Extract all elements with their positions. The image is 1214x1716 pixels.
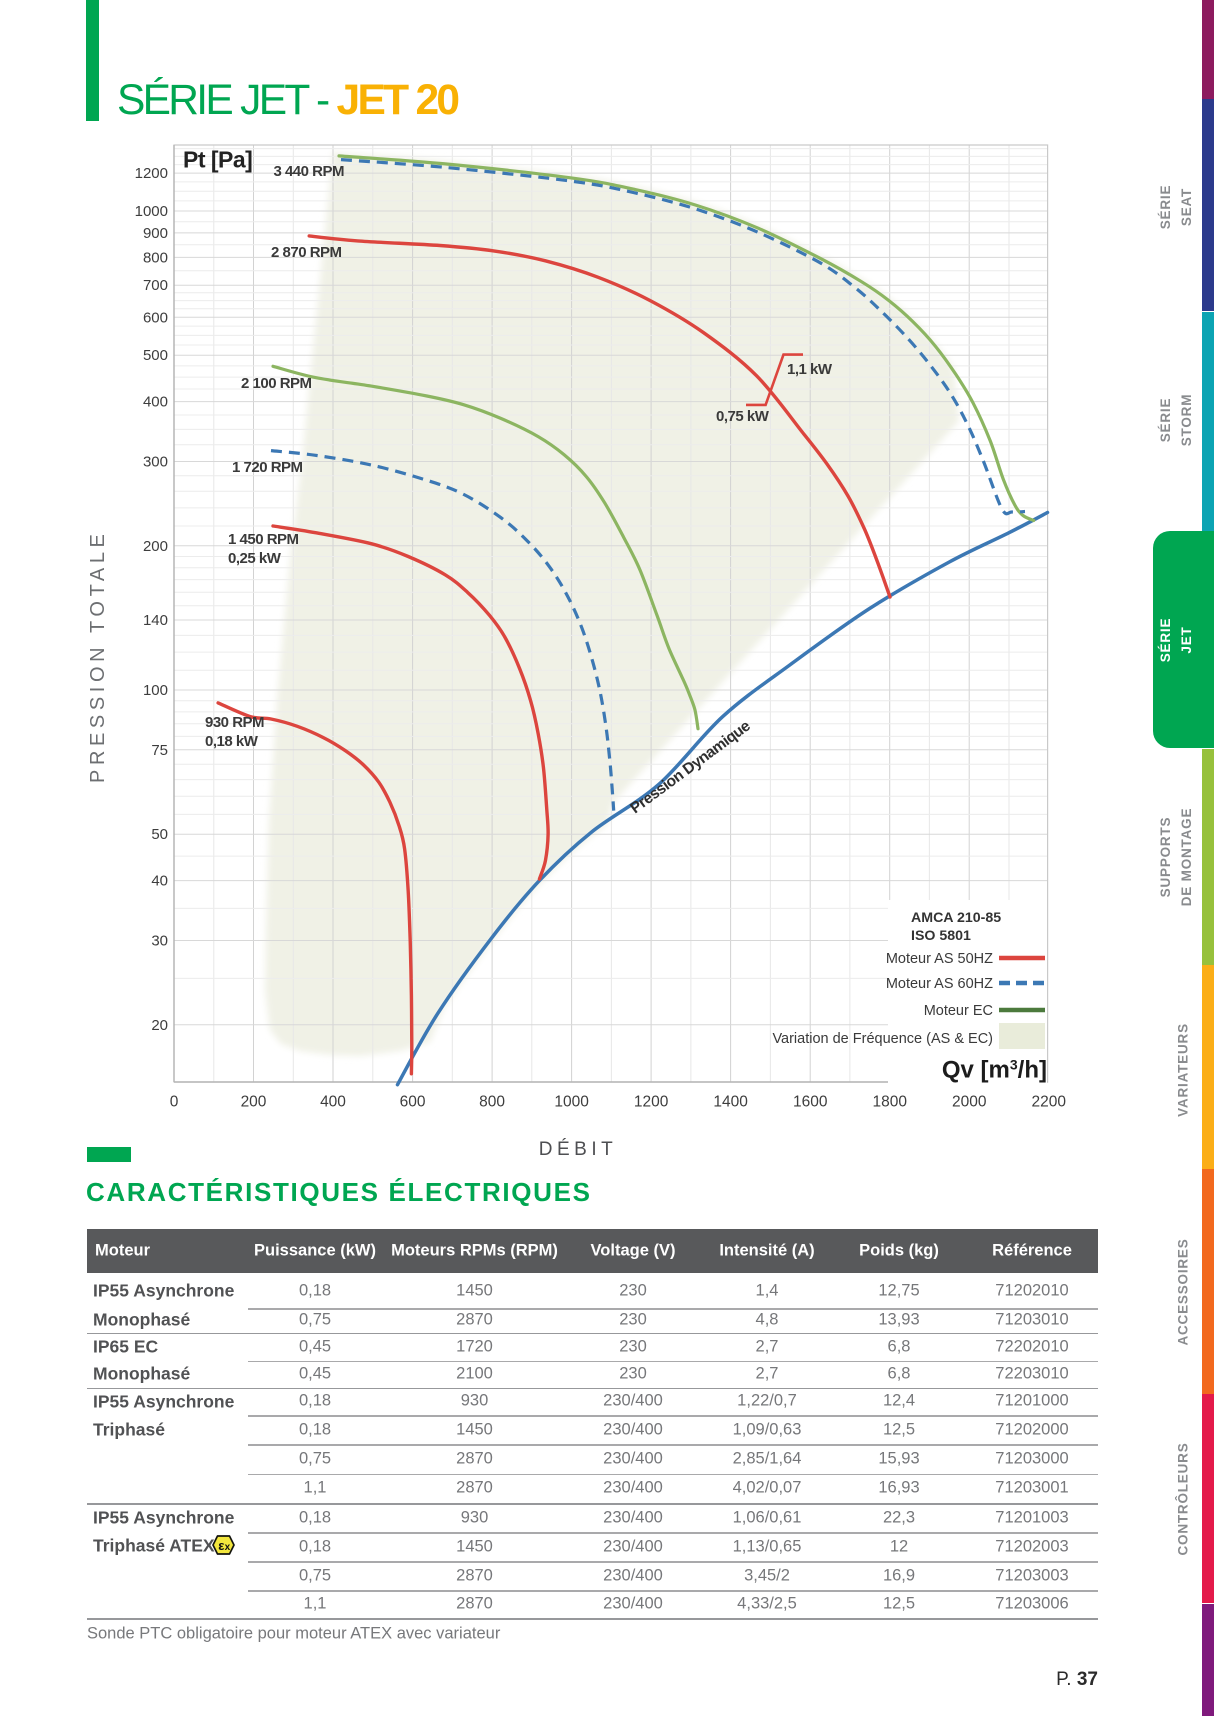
svg-text:2000: 2000: [952, 1094, 987, 1111]
svg-text:1000: 1000: [135, 203, 168, 220]
svg-text:1 450 RPM: 1 450 RPM: [228, 531, 299, 548]
svg-text:1800: 1800: [872, 1094, 907, 1111]
svg-text:800: 800: [479, 1094, 505, 1111]
svg-text:600: 600: [400, 1094, 426, 1111]
svg-text:3 440 RPM: 3 440 RPM: [273, 163, 344, 180]
svg-text:50: 50: [151, 826, 168, 843]
svg-text:140: 140: [143, 612, 168, 629]
svg-text:2 100 RPM: 2 100 RPM: [241, 375, 312, 392]
svg-text:500: 500: [143, 347, 168, 364]
svg-text:0: 0: [170, 1094, 179, 1111]
svg-text:30: 30: [151, 933, 168, 950]
svg-text:600: 600: [143, 309, 168, 326]
svg-text:900: 900: [143, 225, 168, 242]
svg-text:1200: 1200: [135, 165, 168, 182]
svg-text:1 720 RPM: 1 720 RPM: [232, 459, 303, 476]
svg-text:1400: 1400: [713, 1094, 748, 1111]
svg-text:0,25 kW: 0,25 kW: [228, 550, 282, 567]
svg-text:930 RPM: 930 RPM: [205, 714, 264, 731]
svg-text:200: 200: [143, 538, 168, 555]
svg-text:1000: 1000: [554, 1094, 589, 1111]
svg-text:0,18 kW: 0,18 kW: [205, 733, 259, 750]
svg-text:20: 20: [151, 1017, 168, 1034]
svg-text:Variation de Fréquence (AS & E: Variation de Fréquence (AS & EC): [772, 1031, 993, 1047]
svg-text:700: 700: [143, 277, 168, 294]
svg-text:PRESSION TOTALE: PRESSION TOTALE: [87, 529, 109, 783]
svg-text:Qv [m3/h]: Qv [m3/h]: [942, 1057, 1047, 1084]
svg-text:DÉBIT: DÉBIT: [539, 1139, 617, 1160]
svg-text:1200: 1200: [634, 1094, 669, 1111]
svg-text:75: 75: [151, 742, 168, 759]
svg-text:300: 300: [143, 454, 168, 471]
svg-text:Moteur AS 60HZ: Moteur AS 60HZ: [886, 976, 993, 992]
svg-text:100: 100: [143, 682, 168, 699]
svg-text:400: 400: [320, 1094, 346, 1111]
svg-text:x: x: [225, 1542, 231, 1553]
svg-text:1,1 kW: 1,1 kW: [787, 361, 833, 378]
svg-text:40: 40: [151, 873, 168, 890]
svg-text:2 870 RPM: 2 870 RPM: [271, 244, 342, 261]
svg-text:AMCA 210-85: AMCA 210-85: [911, 910, 1001, 926]
svg-text:800: 800: [143, 249, 168, 266]
svg-text:1600: 1600: [793, 1094, 828, 1111]
svg-text:Moteur EC: Moteur EC: [924, 1003, 993, 1019]
svg-text:2200: 2200: [1031, 1094, 1066, 1111]
svg-text:0,75 kW: 0,75 kW: [716, 408, 770, 425]
svg-text:ISO 5801: ISO 5801: [911, 928, 971, 944]
svg-text:400: 400: [143, 394, 168, 411]
svg-text:Pt [Pa]: Pt [Pa]: [183, 147, 252, 173]
svg-text:200: 200: [241, 1094, 267, 1111]
svg-text:ε: ε: [218, 1538, 224, 1553]
svg-text:Moteur AS 50HZ: Moteur AS 50HZ: [886, 951, 993, 967]
